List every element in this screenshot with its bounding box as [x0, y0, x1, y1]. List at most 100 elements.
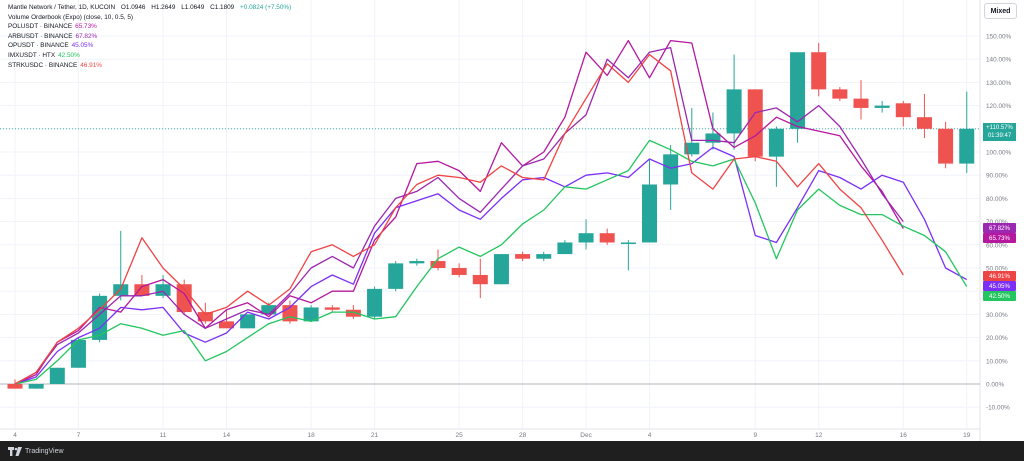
- pol-price-badge: 65.73%: [983, 233, 1016, 243]
- candle-body[interactable]: [642, 184, 657, 243]
- ohlc-low: L1.0649: [181, 4, 205, 11]
- candle-body[interactable]: [684, 142, 700, 155]
- x-tick-label: 12: [815, 432, 823, 439]
- y-tick-label: 60.00%: [986, 242, 1008, 249]
- x-tick-label: 21: [371, 432, 379, 439]
- strk-price-badge: 46.91%: [983, 271, 1016, 281]
- y-tick-label: 10.00%: [986, 358, 1008, 365]
- candle-body[interactable]: [874, 105, 890, 108]
- y-tick-label: 50.00%: [986, 266, 1008, 273]
- candle-body[interactable]: [113, 284, 129, 296]
- y-tick-label: 0.00%: [986, 382, 1004, 389]
- candle-body[interactable]: [472, 274, 488, 285]
- y-tick-label: 130.00%: [986, 80, 1012, 87]
- candle-body[interactable]: [959, 128, 975, 164]
- candle-body[interactable]: [7, 384, 23, 389]
- candle-body[interactable]: [92, 295, 108, 340]
- candle-body[interactable]: [219, 321, 234, 329]
- legend-value: 65.73%: [75, 23, 97, 31]
- candle-body[interactable]: [261, 305, 277, 315]
- candle-body[interactable]: [663, 154, 679, 185]
- scale-mode-button[interactable]: Mixed: [984, 3, 1017, 19]
- x-tick-label: 14: [223, 432, 231, 439]
- x-tick-label: 9: [753, 432, 757, 439]
- candle-body[interactable]: [28, 384, 44, 389]
- candle-body[interactable]: [70, 339, 86, 368]
- legend-item-strk[interactable]: STRKUSDC · BINANCE 46.91%: [8, 61, 291, 71]
- candle-body[interactable]: [768, 128, 784, 157]
- y-tick-label: 20.00%: [986, 335, 1008, 342]
- legend-value: 42.50%: [58, 51, 80, 59]
- candle-body[interactable]: [790, 52, 806, 129]
- last-price-countdown: 01:39:47: [987, 133, 1012, 139]
- candle-body[interactable]: [747, 89, 763, 157]
- footer-bar: TradingView: [0, 441, 1024, 461]
- x-tick-label: Dec: [580, 432, 592, 439]
- candle-body[interactable]: [303, 307, 319, 322]
- candle-body[interactable]: [557, 242, 573, 255]
- ohlc-close: C1.1809: [210, 4, 235, 11]
- candle-body[interactable]: [726, 89, 742, 134]
- candle-body[interactable]: [895, 103, 911, 118]
- legend-value: 45.05%: [71, 42, 94, 50]
- y-tick-label: 70.00%: [986, 219, 1008, 226]
- ohlc-open: O1.0946: [120, 4, 146, 11]
- candle-body[interactable]: [155, 284, 171, 296]
- legend-item-imx[interactable]: IMXUSDT · HTX 42.50%: [8, 51, 291, 61]
- candle-body[interactable]: [853, 98, 869, 108]
- candle-body[interactable]: [240, 314, 256, 329]
- candle-body[interactable]: [811, 52, 827, 90]
- legend-value: 67.82%: [75, 32, 98, 40]
- x-tick-label: 4: [648, 432, 652, 439]
- candle-body[interactable]: [134, 284, 150, 296]
- op-price-badge: 45.05%: [983, 281, 1016, 291]
- footer-brand: TradingView: [25, 447, 64, 455]
- candle-body[interactable]: [705, 133, 721, 143]
- candle-body[interactable]: [578, 233, 594, 243]
- series-line[interactable]: [14, 39, 904, 385]
- candle-body[interactable]: [345, 309, 361, 317]
- candle-body[interactable]: [324, 307, 340, 310]
- y-tick-label: 90.00%: [986, 173, 1008, 180]
- y-tick-label: -10.00%: [986, 405, 1010, 412]
- price-change: +0.0824 (+7.50%): [240, 4, 292, 11]
- x-tick-label: 18: [307, 432, 315, 439]
- y-tick-label: 150.00%: [986, 34, 1012, 41]
- candle-body[interactable]: [367, 288, 383, 317]
- legend-item-pol[interactable]: POLUSDT · BINANCE 65.73%: [8, 22, 291, 32]
- series-line[interactable]: [14, 46, 904, 385]
- candle-body[interactable]: [938, 128, 954, 164]
- main-symbol: Mantle Network / Tether, 1D, KUCOIN: [8, 4, 116, 11]
- candle-body[interactable]: [493, 254, 509, 285]
- candle-body[interactable]: [197, 312, 213, 322]
- x-tick-label: 28: [519, 432, 527, 439]
- y-tick-label: 80.00%: [986, 196, 1008, 203]
- candle-body[interactable]: [916, 117, 932, 129]
- candle-body[interactable]: [536, 254, 552, 259]
- candle-body[interactable]: [620, 242, 636, 244]
- x-tick-label: 11: [160, 432, 167, 439]
- x-tick-label: 4: [13, 432, 17, 439]
- legend-value: 46.91%: [80, 61, 102, 69]
- x-tick-label: 16: [900, 432, 908, 439]
- candle-body[interactable]: [515, 254, 531, 259]
- legend-main-row: Mantle Network / Tether, 1D, KUCOIN O1.0…: [8, 3, 291, 13]
- candle-body[interactable]: [599, 233, 615, 243]
- legend-item-arb[interactable]: ARBUSDT · BINANCE 67.82%: [8, 32, 291, 42]
- candle-body[interactable]: [49, 367, 65, 384]
- candle-body[interactable]: [832, 89, 848, 99]
- candle-body[interactable]: [430, 261, 446, 268]
- series-line[interactable]: [14, 139, 968, 385]
- chart-plot[interactable]: -10.00%0.00%10.00%20.00%30.00%40.00%50.0…: [0, 0, 1024, 441]
- arb-price-badge: 67.82%: [983, 223, 1016, 233]
- legend-item-op[interactable]: OPUSDT · BINANCE 45.05%: [8, 41, 291, 51]
- candle-body[interactable]: [409, 261, 425, 264]
- tradingview-logo-icon: [8, 446, 22, 456]
- candle-body[interactable]: [451, 268, 467, 275]
- series-line[interactable]: [14, 53, 904, 385]
- candle-body[interactable]: [388, 263, 404, 289]
- y-tick-label: 120.00%: [986, 103, 1012, 110]
- series-line[interactable]: [14, 146, 968, 385]
- legend-label: IMXUSDT · HTX: [8, 51, 56, 59]
